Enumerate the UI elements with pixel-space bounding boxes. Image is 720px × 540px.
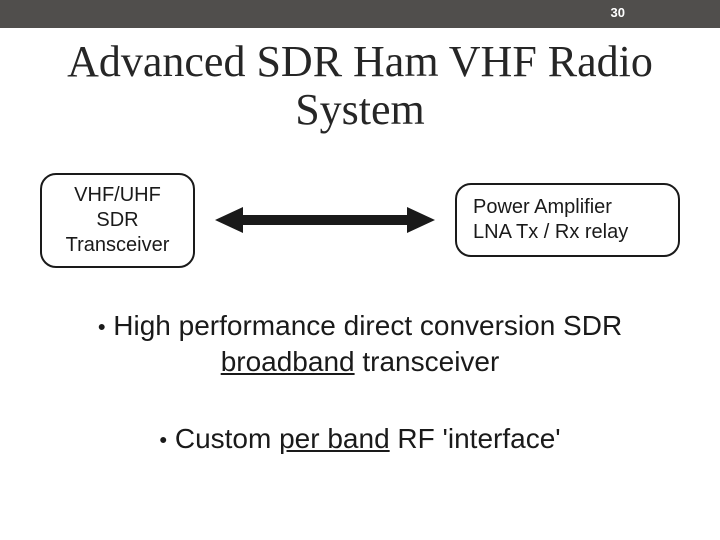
title-line-2: System (295, 85, 425, 134)
bullet-list: • High performance direct conversion SDR… (0, 308, 720, 455)
bullet2-suffix: RF 'interface' (390, 423, 561, 454)
title-line-1: Advanced SDR Ham VHF Radio (67, 37, 653, 86)
diagram-row: VHF/UHF SDR Transceiver Power Amplifier … (0, 173, 720, 268)
double-arrow-icon (215, 205, 435, 235)
page-number: 30 (611, 5, 625, 20)
arrow-container (195, 205, 455, 235)
bullet-2: • Custom per band RF 'interface' (40, 423, 680, 455)
box-left-line2: SDR (60, 208, 175, 233)
bullet1-prefix: High performance direct conversion SDR (113, 310, 622, 341)
bullet1-underlined: broadband (221, 346, 355, 377)
box-amplifier: Power Amplifier LNA Tx / Rx relay (455, 183, 680, 257)
bullet-1: • High performance direct conversion SDR… (40, 308, 680, 381)
bullet2-prefix: Custom (175, 423, 279, 454)
top-bar: 30 (0, 0, 720, 28)
box-right-line1: Power Amplifier (473, 195, 662, 220)
box-left-line3: Transceiver (60, 233, 175, 258)
box-left-line1: VHF/UHF (60, 183, 175, 208)
bullet-dot-icon: • (159, 427, 167, 452)
bullet-dot-icon: • (98, 314, 106, 339)
slide-title: Advanced SDR Ham VHF Radio System (0, 38, 720, 135)
box-right-line2: LNA Tx / Rx relay (473, 220, 662, 245)
box-transceiver: VHF/UHF SDR Transceiver (40, 173, 195, 268)
bullet1-suffix: transceiver (355, 346, 500, 377)
bullet2-underlined: per band (279, 423, 390, 454)
